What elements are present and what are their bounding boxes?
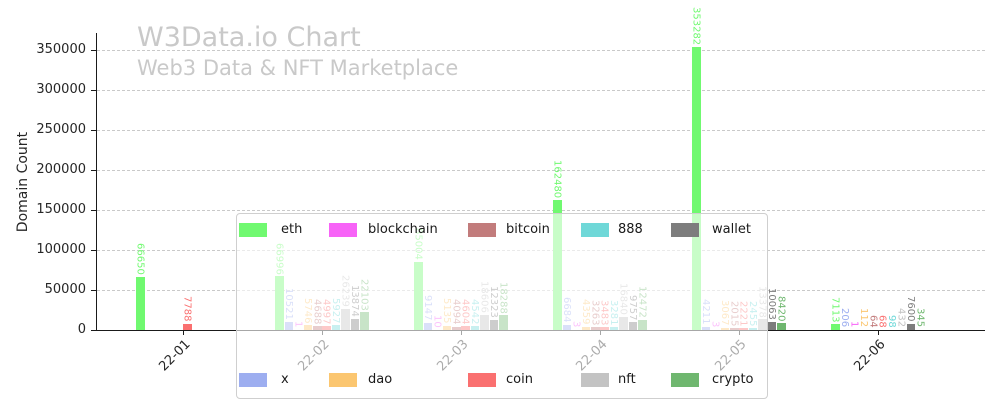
legend-label-coin: coin [506, 372, 533, 387]
legend-label-x: x [281, 372, 289, 387]
gridline [97, 210, 985, 211]
legend-label-bitcoin: bitcoin [506, 222, 550, 237]
y-tick-mark [91, 290, 96, 291]
y-tick-label: 300000 [36, 82, 86, 97]
y-tick-mark [91, 210, 96, 211]
bar-value-label: 10063 [765, 288, 777, 320]
bar-dao-22-06 [859, 329, 869, 330]
bar-value-label: 7788 [181, 296, 193, 322]
y-tick-mark [91, 330, 96, 331]
y-tick-mark [91, 130, 96, 131]
chart-subtitle: Web3 Data & NFT Marketplace [137, 56, 459, 80]
bar-eth-22-05 [692, 47, 701, 330]
x-tick-mark [183, 331, 184, 335]
legend-label-nft: nft [618, 372, 636, 387]
y-tick-mark [91, 170, 96, 171]
bar-blockchain-22-06 [850, 329, 859, 330]
bar-crypto-22-05 [777, 323, 786, 330]
bar-value-label: 68 [876, 314, 888, 328]
bar-value-label: 7600 [904, 296, 916, 322]
legend-swatch-bitcoin [468, 223, 496, 237]
bar-wallet-22-06 [906, 323, 916, 330]
legend-label-wallet: wallet [712, 222, 751, 237]
x-tick-mark [878, 331, 879, 335]
y-tick-label: 150000 [36, 202, 86, 217]
y-axis [96, 33, 97, 330]
bar-value-label: 112 [857, 308, 869, 328]
y-tick-label: 200000 [36, 162, 86, 177]
bar-bitcoin-22-06 [869, 329, 878, 330]
gridline [97, 50, 985, 51]
gridline [97, 90, 985, 91]
legend-label-blockchain: blockchain [368, 222, 438, 237]
y-tick-label: 50000 [44, 282, 86, 297]
legend-swatch-crypto [671, 373, 699, 387]
gridline [97, 170, 985, 171]
legend-swatch-coin [468, 373, 496, 387]
legend-swatch-888 [581, 223, 609, 237]
bar-nft-22-06 [897, 329, 906, 330]
legend-label-dao: dao [368, 372, 393, 387]
x-tick-label: 22-06 [851, 337, 889, 375]
bar-888-22-06 [887, 329, 897, 330]
bar-wallet-22-05 [767, 321, 777, 330]
y-tick-mark [91, 90, 96, 91]
bar-value-label: 345 [914, 308, 926, 328]
bar-value-label: 7113 [829, 296, 841, 323]
legend-swatch-blockchain [329, 223, 357, 237]
legend-swatch-nft [581, 373, 609, 387]
bar-value-label: 66650 [134, 242, 146, 275]
legend-label-crypto: crypto [712, 372, 754, 387]
chart-title: W3Data.io Chart [137, 22, 361, 53]
x-tick-label: 22-01 [156, 337, 194, 375]
y-tick-label: 250000 [36, 122, 86, 137]
bar-value-label: 8420 [775, 295, 787, 322]
bar-value-label: 162480 [551, 159, 563, 199]
legend-swatch-eth [239, 223, 267, 237]
bar-value-label: 98 [886, 314, 898, 328]
bar-x-22-06 [840, 329, 850, 330]
y-tick-mark [91, 250, 96, 251]
bar-eth-22-01 [136, 276, 145, 330]
legend-label-eth: eth [281, 222, 303, 237]
bar-value-label: 206 [839, 308, 851, 328]
y-tick-label: 100000 [36, 242, 86, 257]
bar-value-label: 432 [895, 308, 907, 328]
legend-swatch-x [239, 373, 267, 387]
bar-crypto-22-06 [916, 329, 925, 330]
legend-swatch-dao [329, 373, 357, 387]
bar-value-label: 64 [867, 314, 879, 328]
y-tick-mark [91, 50, 96, 51]
y-tick-label: 350000 [36, 42, 86, 57]
legend-label-888: 888 [618, 222, 643, 237]
bar-value-label: 353282 [690, 7, 702, 46]
legend-swatch-wallet [671, 223, 699, 237]
gridline [97, 130, 985, 131]
bar-eth-22-06 [831, 324, 840, 330]
bar-coin-22-06 [878, 329, 887, 330]
legend: eth x blockchain dao bitcoin coin 888 nft wallet… [236, 213, 768, 399]
y-tick-label: 0 [77, 322, 86, 337]
bar-value-label: 1 [848, 321, 860, 328]
bar-coin-22-01 [183, 323, 192, 330]
